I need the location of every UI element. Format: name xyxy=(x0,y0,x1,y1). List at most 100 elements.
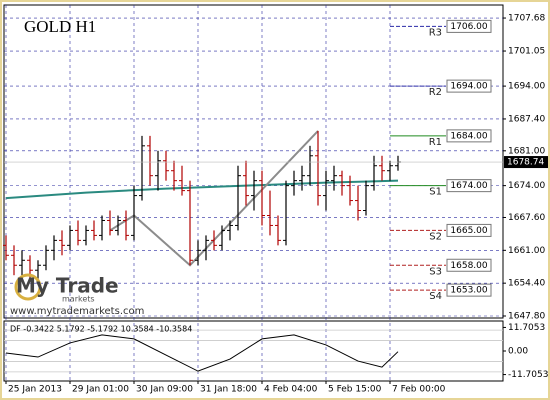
y-tick-label: 1667.60 xyxy=(508,213,545,223)
x-tick-label: 29 Jan 01:00 xyxy=(72,385,129,395)
ohlc-bar xyxy=(83,225,89,246)
ohlc-bar xyxy=(51,235,57,261)
x-tick-label: 31 Jan 18:00 xyxy=(200,385,257,395)
ohlc-bar xyxy=(91,220,97,241)
ohlc-bar xyxy=(147,135,153,186)
ohlc-bar xyxy=(67,225,73,251)
ohlc-bar xyxy=(331,165,337,191)
pivot-name: S2 xyxy=(429,231,442,242)
ohlc-bar xyxy=(107,210,113,236)
ohlc-bar xyxy=(171,160,177,191)
logo-ring xyxy=(14,273,42,301)
ohlc-bar xyxy=(43,245,49,271)
ohlc-bar xyxy=(299,165,305,191)
chart-title: GOLD H1 xyxy=(24,17,96,36)
ohlc-bar xyxy=(347,175,353,206)
ohlc-bar xyxy=(387,160,393,181)
x-tick-label: 30 Jan 09:00 xyxy=(136,385,193,395)
y-tick-label: 1654.40 xyxy=(508,279,545,289)
ohlc-bar xyxy=(243,160,249,206)
indicator-legend: DF -0.3422 5.1792 -5.1792 10.3584 -10.35… xyxy=(10,325,192,334)
ohlc-bar xyxy=(35,260,41,281)
indicator-line xyxy=(5,334,399,372)
ohlc-bar xyxy=(283,180,289,246)
brand: My Trade xyxy=(16,274,119,298)
pivot-box xyxy=(446,223,492,237)
ohlc-bar xyxy=(315,130,321,206)
pivot-name: S1 xyxy=(429,187,442,198)
y-tick-label: -11.7053 xyxy=(508,370,548,380)
ohlc-bar xyxy=(139,135,145,201)
pivot-value: 1665.00 xyxy=(450,226,487,236)
ohlc-bar xyxy=(3,235,9,261)
ohlc-bar xyxy=(275,215,281,246)
ohlc-bar xyxy=(123,210,129,241)
ohlc-bar xyxy=(155,150,161,191)
ohlc-bar xyxy=(195,240,201,266)
pivot-box xyxy=(446,283,492,297)
pivot-value: 1658.00 xyxy=(450,261,487,271)
ohlc-bar xyxy=(203,235,209,261)
ohlc-bar xyxy=(355,185,361,221)
pivot-value: 1694.00 xyxy=(450,82,487,92)
ohlc-bar xyxy=(59,230,65,256)
current-price-label: 1678.74 xyxy=(507,158,544,168)
ohlc-bar xyxy=(339,170,345,196)
y-tick-label: 1661.00 xyxy=(508,246,545,256)
ohlc-bar xyxy=(259,170,265,226)
ohlc-bar xyxy=(227,220,233,241)
moving-average xyxy=(5,179,399,200)
y-tick-label: 0.00 xyxy=(508,347,528,357)
pivot-name: R2 xyxy=(429,87,442,98)
pivot-name: R3 xyxy=(429,27,442,38)
ohlc-bar xyxy=(251,170,257,211)
ohlc-bar xyxy=(291,170,297,196)
y-tick-label: 11.7053 xyxy=(508,323,545,333)
pivot-name: S3 xyxy=(429,266,442,277)
current-price-box xyxy=(504,156,548,169)
ohlc-bar xyxy=(379,155,385,181)
ohlc-bar xyxy=(307,145,313,186)
y-tick-label: 1687.40 xyxy=(508,114,545,124)
ohlc-bar xyxy=(211,230,217,251)
pivot-value: 1706.00 xyxy=(450,22,487,32)
pivot-value: 1674.00 xyxy=(450,181,487,191)
brand-sub: markets xyxy=(62,295,95,304)
pivot-value: 1653.00 xyxy=(450,286,487,296)
ohlc-bar xyxy=(179,165,185,196)
pivot-box xyxy=(446,79,492,93)
x-tick-label: 25 Jan 2013 xyxy=(8,385,62,395)
ohlc-bar xyxy=(363,180,369,216)
ohlc-bar xyxy=(115,215,121,236)
pivot-box xyxy=(446,258,492,272)
ohlc-bar xyxy=(99,215,105,241)
pivot-box xyxy=(446,19,492,33)
y-tick-label: 1707.68 xyxy=(508,14,545,24)
ohlc-bar xyxy=(131,185,137,241)
pivot-box xyxy=(446,179,492,193)
x-tick-label: 7 Feb 00:00 xyxy=(392,385,446,395)
pivot-box xyxy=(446,129,492,143)
x-tick-label: 4 Feb 04:00 xyxy=(264,385,318,395)
ohlc-bar xyxy=(219,225,225,251)
url: www.mytrademarkets.com xyxy=(10,306,144,317)
ohlc-bar xyxy=(75,220,81,246)
y-tick-label: 1694.00 xyxy=(508,82,545,92)
main-plot-border xyxy=(3,4,504,319)
pivot-value: 1684.00 xyxy=(450,131,487,141)
ohlc-bar xyxy=(187,180,193,266)
y-tick-label: 1701.05 xyxy=(508,47,545,57)
watermark: My Trade markets www.mytrademarkets.com xyxy=(10,273,144,317)
ohlc-bar xyxy=(11,245,17,276)
y-tick-label: 1647.80 xyxy=(508,312,545,322)
ohlc-bar xyxy=(19,250,25,276)
ohlc-bar xyxy=(163,150,169,181)
x-tick-label: 5 Feb 15:00 xyxy=(328,385,382,395)
pivot-name: R1 xyxy=(429,137,442,148)
ohlc-bar xyxy=(371,155,377,191)
pivot-name: S4 xyxy=(429,291,442,302)
ohlc-bar xyxy=(323,170,329,211)
